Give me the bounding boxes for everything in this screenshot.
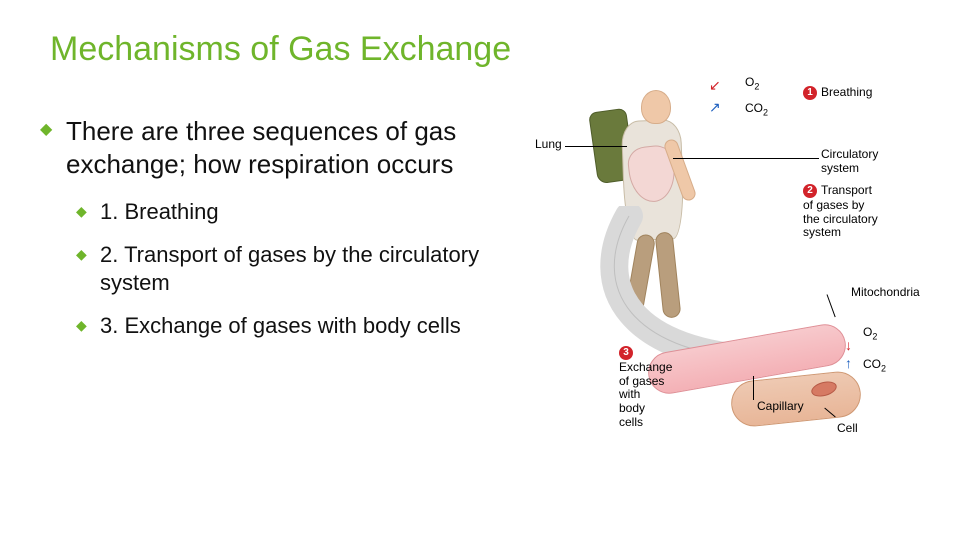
capillary-label: Capillary [757,400,804,414]
slide-title: Mechanisms of Gas Exchange [50,30,511,69]
step-badge-3: 3 [619,346,633,360]
lung-label: Lung [535,138,562,152]
o2-arrow-icon: ↙ [709,78,721,92]
co2-text: CO [745,101,763,115]
leader-line [565,146,627,147]
cell-label: Cell [837,422,858,436]
leader-line [753,376,754,400]
list-item: 3. Exchange of gases with body cells [76,312,520,341]
step-badge-2: 2 [803,184,817,198]
o2-label-cell: O2 [863,326,877,342]
co2-arrow-icon: ↑ [845,356,852,370]
breathing-text: Breathing [821,85,872,99]
o2-arrow-icon: ↓ [845,338,852,352]
co2-arrow-icon: ↗ [709,100,721,114]
head-shape [641,90,671,124]
step-badge-1: 1 [803,86,817,100]
leader-line [673,158,819,159]
co2-sub: 2 [763,107,768,117]
intro-bullet: There are three sequences of gas exchang… [40,115,520,180]
transport-label: 2Transport of gases by the circulatory s… [803,184,878,240]
co2-label-cell: CO2 [863,358,886,374]
exchange-label: 3Exchange of gases with body cells [619,346,689,430]
slide: Mechanisms of Gas Exchange There are thr… [0,0,960,540]
breathing-label: 1 Breathing [803,86,872,101]
co2-label: CO2 [745,102,768,118]
list-item: 1. Breathing [76,198,520,227]
gas-exchange-diagram: O2 ↙ CO2 ↗ 1Breathing Lung Circulatory s… [555,76,925,446]
body-text: There are three sequences of gas exchang… [40,115,520,354]
o2-label: O2 [745,76,759,92]
list-item: 2. Transport of gases by the circulatory… [76,241,520,298]
circulatory-label: Circulatory system [821,148,878,176]
mitochondria-label: Mitochondria [851,286,920,300]
o2-text: O [745,75,754,89]
o2-sub: 2 [754,81,759,91]
